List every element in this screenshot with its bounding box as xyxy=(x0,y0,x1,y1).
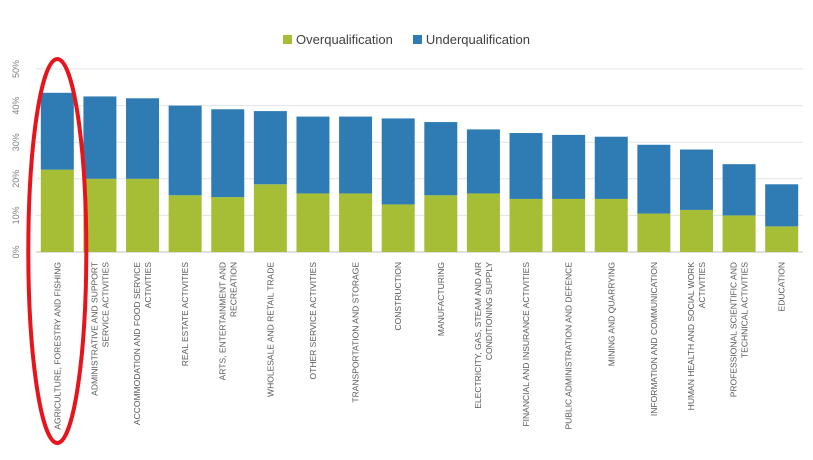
bar-underqualification xyxy=(40,92,74,170)
x-tick-label: AGRICULTURE, FORESTRY AND FISHING xyxy=(52,262,62,430)
x-tick-label: PROFESSIONAL SCIENTIFIC AND xyxy=(729,262,739,397)
bar-overqualification xyxy=(765,226,799,252)
legend-swatch-overqualification xyxy=(283,35,293,44)
bar-overqualification xyxy=(466,193,500,252)
x-tick-label: ADMINISTRATIVE AND SUPPORT xyxy=(89,262,99,396)
bar-overqualification xyxy=(679,209,713,252)
bar-underqualification xyxy=(83,96,117,179)
bar-underqualification xyxy=(466,129,500,194)
bar-underqualification xyxy=(296,116,330,194)
bar-underqualification xyxy=(594,136,628,199)
bar-underqualification xyxy=(637,144,671,214)
bar-overqualification xyxy=(253,184,287,252)
x-tick-label: CONDITIONING SUPPLY xyxy=(484,262,494,360)
x-tick-label: INFORMATION AND COMMUNICATION xyxy=(649,262,659,416)
bar-underqualification xyxy=(253,111,287,185)
bar-overqualification xyxy=(168,195,202,252)
y-tick-label: 40% xyxy=(11,97,21,115)
bar-underqualification xyxy=(168,105,202,196)
bar-overqualification xyxy=(381,204,415,252)
x-tick-label: RECREATION xyxy=(228,262,238,317)
x-tick-label: ACCOMMODATION AND FOOD SERVICE xyxy=(132,262,142,425)
x-tick-label: HUMAN HEALTH AND SOCIAL WORK xyxy=(686,262,696,411)
x-tick-label: WHOLESALE AND RETAIL TRADE xyxy=(265,262,275,397)
legend-label-overqualification: Overqualification xyxy=(296,32,393,47)
legend: Overqualification Underqualification xyxy=(0,32,813,47)
bar-underqualification xyxy=(509,133,543,199)
bar-underqualification xyxy=(211,109,245,198)
bar-overqualification xyxy=(594,198,628,252)
bar-underqualification xyxy=(722,164,756,216)
y-tick-label: 0% xyxy=(11,245,21,258)
bar-overqualification xyxy=(126,178,160,252)
bar-overqualification xyxy=(722,215,756,252)
bar-underqualification xyxy=(552,134,586,199)
x-tick-label: ACTIVITIES xyxy=(143,262,153,309)
x-tick-label: MINING AND QUARRYING xyxy=(606,262,616,366)
y-tick-label: 10% xyxy=(11,206,21,224)
x-tick-label: FINANCIAL AND INSURANCE ACTIVITIES xyxy=(521,262,531,427)
bar-underqualification xyxy=(381,118,415,205)
y-tick-label: 50% xyxy=(11,60,21,78)
bar-underqualification xyxy=(424,122,458,196)
x-tick-label: EDUCATION xyxy=(777,262,787,311)
legend-item-underqualification: Underqualification xyxy=(412,32,530,47)
x-tick-label: TECHNICAL ACTIVITIES xyxy=(740,262,750,358)
y-tick-label: 30% xyxy=(11,133,21,151)
legend-swatch-underqualification xyxy=(412,35,422,44)
x-tick-label: REAL ESTATE ACTIVITIES xyxy=(180,262,190,367)
bar-underqualification xyxy=(339,116,373,194)
x-tick-label: ELECTRICITY, GAS, STEAM AND AIR xyxy=(473,262,483,409)
legend-item-overqualification: Overqualification xyxy=(283,32,393,47)
bar-overqualification xyxy=(211,197,245,252)
bar-overqualification xyxy=(83,178,117,252)
x-tick-label: ARTS, ENTERTAINMENT AND xyxy=(217,262,227,380)
bar-underqualification xyxy=(679,149,713,210)
y-tick-label: 20% xyxy=(11,170,21,188)
highlight-ellipse xyxy=(26,57,89,445)
bar-overqualification xyxy=(424,195,458,252)
legend-label-underqualification: Underqualification xyxy=(425,32,530,47)
x-tick-label: TRANSPORTATION AND STORAGE xyxy=(351,262,361,403)
bar-overqualification xyxy=(339,193,373,252)
bar-underqualification xyxy=(765,184,799,227)
bar-overqualification xyxy=(40,169,74,252)
x-tick-label: CONSTRUCTION xyxy=(393,262,403,330)
x-tick-label: OTHER SERVICE ACTIVITIES xyxy=(308,262,318,380)
bar-overqualification xyxy=(296,193,330,252)
bar-overqualification xyxy=(509,198,543,252)
bar-overqualification xyxy=(637,213,671,252)
bar-overqualification xyxy=(552,198,586,252)
x-tick-label: MANUFACTURING xyxy=(436,262,446,336)
x-tick-label: SERVICE ACTIVITIES xyxy=(100,262,110,348)
x-tick-label: PUBLIC ADMINISTRATION AND DEFENCE xyxy=(564,262,574,430)
x-tick-label: ACTIVITIES xyxy=(697,262,707,309)
bar-underqualification xyxy=(126,98,160,179)
